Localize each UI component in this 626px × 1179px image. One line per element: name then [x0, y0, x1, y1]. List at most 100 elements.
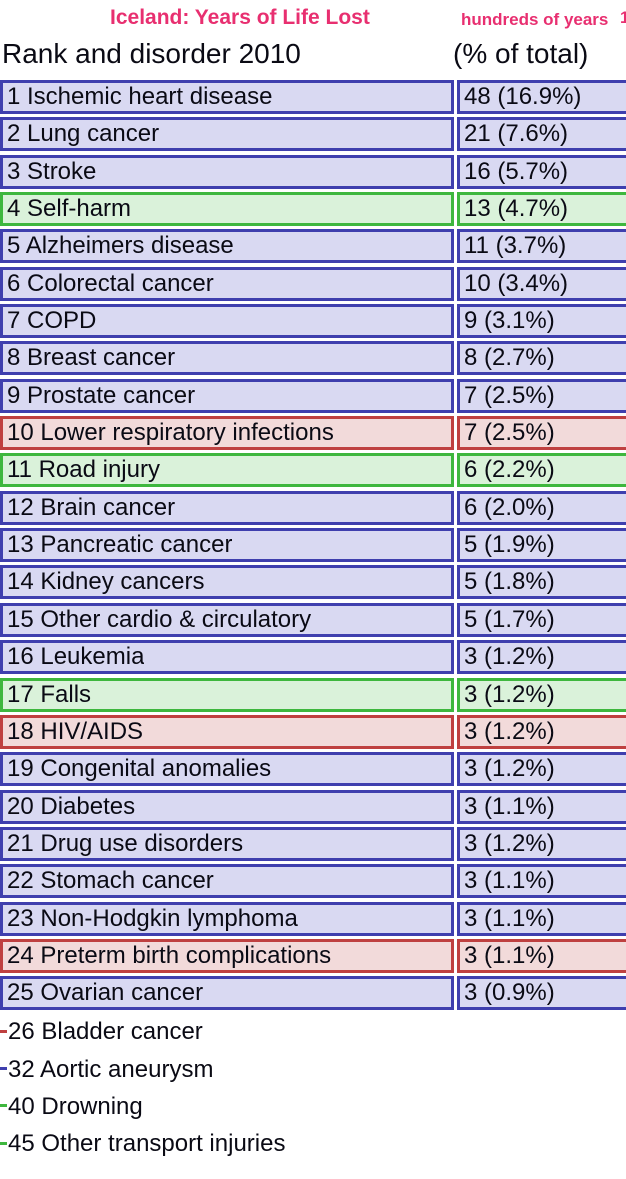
table-row: 11 Road injury 6 (2.2%)	[0, 453, 626, 490]
disorder-box[interactable]: 14 Kidney cancers	[0, 565, 454, 600]
disorder-box[interactable]: 23 Non-Hodgkin lymphoma	[0, 901, 454, 936]
value-box[interactable]: 6 (2.0%)	[457, 490, 626, 525]
disorder-box[interactable]: 20 Diabetes	[0, 789, 454, 824]
disorder-box[interactable]: 6 Colorectal cancer	[0, 266, 454, 301]
disorder-label: 45 Other transport injuries	[8, 1132, 286, 1157]
disorder-box[interactable]: 19 Congenital anomalies	[0, 752, 454, 787]
disorder-label: 23 Non-Hodgkin lymphoma	[7, 906, 298, 931]
disorder-label: 24 Preterm birth complications	[7, 943, 332, 968]
disorder-box[interactable]: 8 Breast cancer	[0, 341, 454, 376]
value-box[interactable]: 5 (1.7%)	[457, 602, 626, 637]
disorder-label: 8 Breast cancer	[7, 346, 176, 371]
value-box[interactable]: 11 (3.7%)	[457, 229, 626, 264]
value-box[interactable]: 48 (16.9%)	[457, 80, 626, 114]
disorder-label: 25 Ovarian cancer	[7, 981, 204, 1006]
disorder-label: 2 Lung cancer	[7, 122, 160, 147]
value-box[interactable]: 5 (1.8%)	[457, 565, 626, 600]
disorder-label: 12 Brain cancer	[7, 495, 176, 520]
value-box[interactable]: 3 (1.2%)	[457, 752, 626, 787]
value-label: 7 (2.5%)	[464, 383, 555, 408]
disorder-box[interactable]: 7 COPD	[0, 304, 454, 339]
table-row: 8 Breast cancer 8 (2.7%)	[0, 341, 626, 378]
disorder-label: 3 Stroke	[7, 159, 97, 184]
value-box[interactable]: 16 (5.7%)	[457, 154, 626, 189]
disorder-box[interactable]: 13 Pancreatic cancer	[0, 528, 454, 563]
disorder-box[interactable]: 3 Stroke	[0, 154, 454, 189]
value-box[interactable]: 8 (2.7%)	[457, 341, 626, 376]
value-label: 13 (4.7%)	[464, 197, 569, 222]
disorder-box[interactable]: 18 HIV/AIDS	[0, 714, 454, 749]
disorder-box[interactable]: 4 Self-harm	[0, 192, 454, 227]
value-label: 5 (1.7%)	[464, 607, 555, 632]
value-box[interactable]: 9 (3.1%)	[457, 304, 626, 339]
value-label: 3 (1.2%)	[464, 757, 555, 782]
value-box[interactable]: 3 (1.1%)	[457, 901, 626, 936]
table-row: 24 Preterm birth complications 3 (1.1%)	[0, 938, 626, 976]
disorder-box[interactable]: 9 Prostate cancer	[0, 378, 454, 413]
disorder-label: 9 Prostate cancer	[7, 383, 196, 408]
table-row: 23 Non-Hodgkin lymphoma 3 (1.1%)	[0, 901, 626, 939]
table-row: 12 Brain cancer 6 (2.0%)	[0, 490, 626, 528]
value-box[interactable]: 3 (1.1%)	[457, 864, 626, 899]
disorder-box[interactable]: 5 Alzheimers disease	[0, 229, 454, 264]
table-row: 5 Alzheimers disease 11 (3.7%)	[0, 229, 626, 266]
disorder-box[interactable]: 11 Road injury	[0, 453, 454, 488]
disorder-box[interactable]: 25 Ovarian cancer	[0, 976, 454, 1011]
disorder-box[interactable]: 10 Lower respiratory infections	[0, 416, 454, 451]
value-label: 3 (1.2%)	[464, 682, 555, 707]
value-label: 7 (2.5%)	[464, 421, 555, 446]
disorder-label: 5 Alzheimers disease	[7, 234, 234, 259]
disorder-box[interactable]: 16 Leukemia	[0, 640, 454, 675]
value-box[interactable]: 3 (1.2%)	[457, 640, 626, 675]
disorder-label: 11 Road injury	[7, 458, 160, 483]
connector-line-stub	[0, 1029, 7, 1033]
disorder-box[interactable]: 21 Drug use disorders	[0, 826, 454, 861]
value-box[interactable]: 7 (2.5%)	[457, 416, 626, 451]
value-box[interactable]: 3 (1.2%)	[457, 826, 626, 861]
disorder-box[interactable]: 1 Ischemic heart disease	[0, 80, 454, 114]
value-box[interactable]: 7 (2.5%)	[457, 378, 626, 413]
table-row: 21 Drug use disorders 3 (1.2%)	[0, 826, 626, 864]
value-box[interactable]: 3 (1.1%)	[457, 938, 626, 973]
value-label: 8 (2.7%)	[464, 346, 555, 371]
value-box[interactable]: 13 (4.7%)	[457, 192, 626, 227]
connector-line-stub	[0, 1104, 7, 1108]
units-clipped-char: 1	[620, 8, 626, 27]
disorder-label: 7 COPD	[7, 309, 97, 334]
disorder-label: 20 Diabetes	[7, 794, 136, 819]
disorder-label: 26 Bladder cancer	[8, 1020, 203, 1045]
disorder-label: 4 Self-harm	[7, 197, 132, 222]
value-box[interactable]: 3 (0.9%)	[457, 976, 626, 1011]
table-row: 17 Falls 3 (1.2%)	[0, 677, 626, 715]
value-label: 48 (16.9%)	[464, 85, 582, 109]
value-box[interactable]: 5 (1.9%)	[457, 528, 626, 563]
table-row: 6 Colorectal cancer 10 (3.4%)	[0, 266, 626, 304]
disorder-label: 1 Ischemic heart disease	[7, 85, 273, 109]
disorder-box[interactable]: 24 Preterm birth complications	[0, 938, 454, 973]
table-row: 19 Congenital anomalies 3 (1.2%)	[0, 752, 626, 789]
value-box[interactable]: 3 (1.2%)	[457, 677, 626, 712]
disorder-box[interactable]: 17 Falls	[0, 677, 454, 712]
disorder-box[interactable]: 15 Other cardio & circulatory	[0, 602, 454, 637]
disorder-box[interactable]: 2 Lung cancer	[0, 117, 454, 152]
value-box[interactable]: 21 (7.6%)	[457, 117, 626, 152]
connector-line-stub	[0, 1141, 7, 1145]
chart-title: Iceland: Years of Life Lost	[110, 6, 370, 29]
value-label: 16 (5.7%)	[464, 159, 569, 184]
value-box[interactable]: 6 (2.2%)	[457, 453, 626, 488]
value-label: 3 (1.1%)	[464, 869, 555, 894]
table-row-unranked: 32 Aortic aneurysm	[0, 1051, 626, 1088]
value-box[interactable]: 3 (1.2%)	[457, 714, 626, 749]
value-label: 3 (1.2%)	[464, 831, 555, 856]
table-row: 3 Stroke 16 (5.7%)	[0, 154, 626, 192]
disorder-label: 14 Kidney cancers	[7, 570, 205, 595]
value-box[interactable]: 3 (1.1%)	[457, 789, 626, 824]
value-label: 6 (2.0%)	[464, 495, 555, 520]
disorder-box[interactable]: 22 Stomach cancer	[0, 864, 454, 899]
table-row: 16 Leukemia 3 (1.2%)	[0, 640, 626, 677]
disorder-box[interactable]: 12 Brain cancer	[0, 490, 454, 525]
value-box[interactable]: 10 (3.4%)	[457, 266, 626, 301]
table-row: 4 Self-harm 13 (4.7%)	[0, 192, 626, 229]
disorder-label: 10 Lower respiratory infections	[7, 421, 334, 446]
